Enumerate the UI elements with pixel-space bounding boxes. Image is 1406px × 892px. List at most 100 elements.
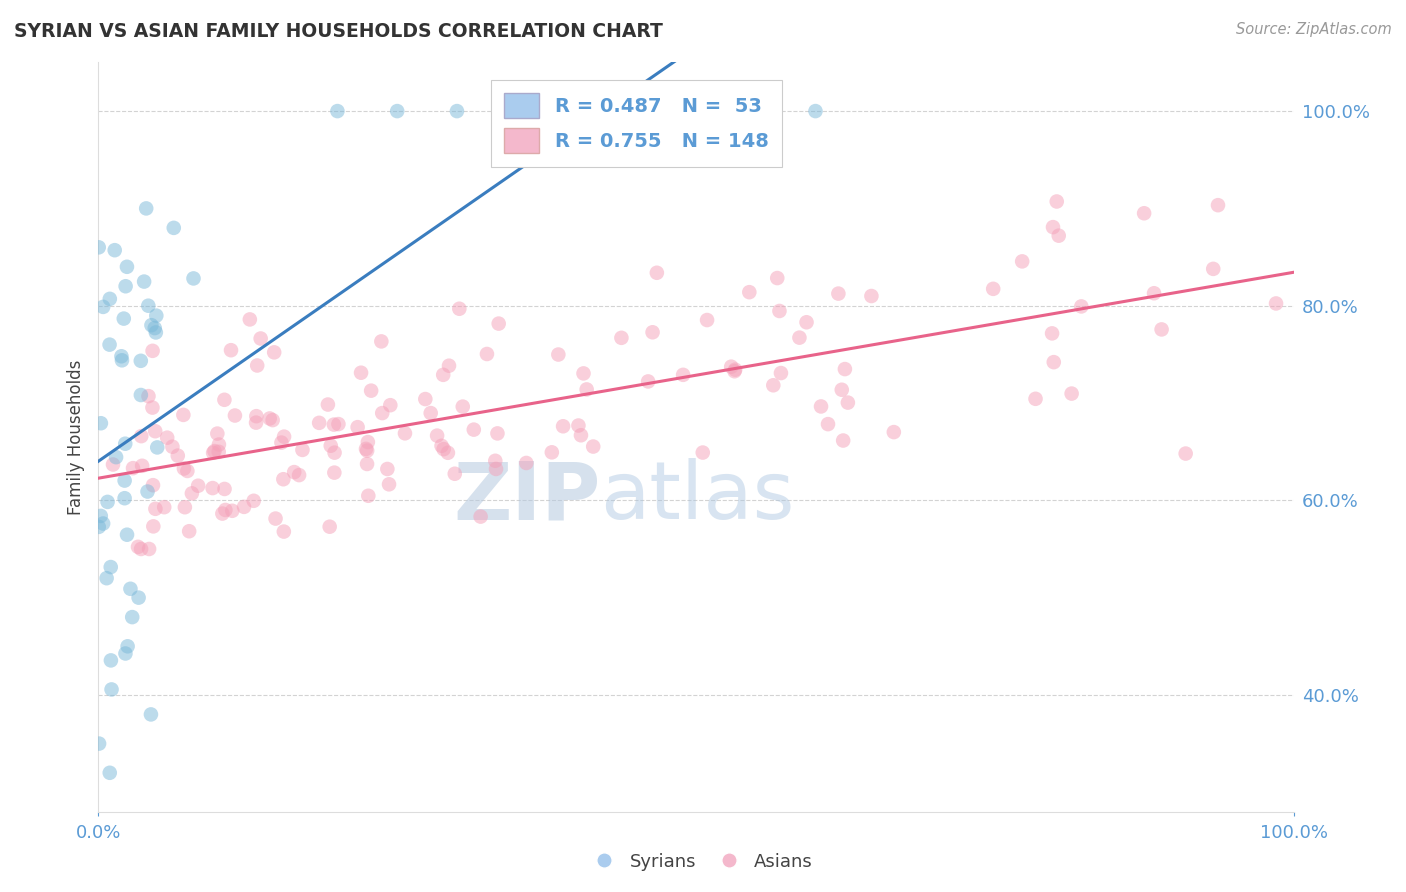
Point [419,406,441,420]
Point [565,104,588,119]
Point [180,486,202,500]
Point [637,375,659,389]
Point [354,442,377,456]
Point [211,507,233,521]
Point [1040,326,1063,341]
Point [1265,296,1288,310]
Point [1070,300,1092,314]
Point [136,484,159,499]
Point [346,420,368,434]
Point [214,392,236,407]
Point [129,388,152,402]
Point [804,104,827,119]
Point [202,446,225,460]
Point [97,495,120,509]
Point [172,408,194,422]
Point [745,104,768,119]
Point [370,334,392,349]
Point [641,325,664,339]
Point [270,435,292,450]
Point [263,345,285,359]
Point [515,456,537,470]
Point [486,426,509,441]
Point [484,454,506,468]
Point [143,424,166,438]
Point [104,243,127,257]
Point [789,331,811,345]
Point [394,426,416,441]
Point [451,400,474,414]
Point [183,271,205,285]
Point [214,482,236,496]
Point [981,282,1004,296]
Point [115,527,138,541]
Point [129,541,152,556]
Point [610,331,633,345]
Point [139,707,162,722]
Point [470,509,492,524]
Point [720,359,742,374]
Point [769,366,792,380]
Point [91,516,114,531]
Point [377,462,399,476]
Point [323,445,346,459]
Point [1133,206,1156,220]
Point [449,301,471,316]
Point [239,312,262,326]
Point [146,441,169,455]
Point [810,400,832,414]
Point [153,500,176,515]
Point [87,737,110,751]
Point [723,364,745,378]
Point [291,442,314,457]
Point [242,493,264,508]
Point [145,501,167,516]
Point [506,104,529,119]
Point [134,275,156,289]
Point [1011,254,1033,268]
Point [551,419,574,434]
Point [356,443,378,458]
Point [380,398,402,412]
Point [540,445,562,459]
Point [214,503,236,517]
Point [122,461,145,475]
Point [90,416,112,430]
Y-axis label: Family Households: Family Households [66,359,84,515]
Point [738,285,761,300]
Point [319,439,342,453]
Point [626,104,648,119]
Point [834,362,856,376]
Point [259,411,281,425]
Point [262,413,284,427]
Point [138,389,160,403]
Point [142,478,165,492]
Point [127,540,149,554]
Point [1025,392,1047,406]
Point [114,474,136,488]
Point [433,442,456,457]
Point [201,481,224,495]
Point [100,682,122,697]
Point [322,417,344,432]
Point [273,524,295,539]
Point [766,271,789,285]
Point [98,292,121,306]
Point [572,367,595,381]
Point [357,435,380,450]
Legend: R = 0.487   N =  53, R = 0.755   N = 148: R = 0.487 N = 53, R = 0.755 N = 148 [491,79,782,167]
Point [115,260,138,274]
Point [817,417,839,431]
Point [249,331,271,345]
Point [356,457,378,471]
Point [371,406,394,420]
Point [117,640,139,654]
Point [142,519,165,533]
Point [1042,220,1064,235]
Point [207,426,229,441]
Point [114,647,136,661]
Point [141,401,163,415]
Point [446,104,468,119]
Point [1047,228,1070,243]
Point [142,343,165,358]
